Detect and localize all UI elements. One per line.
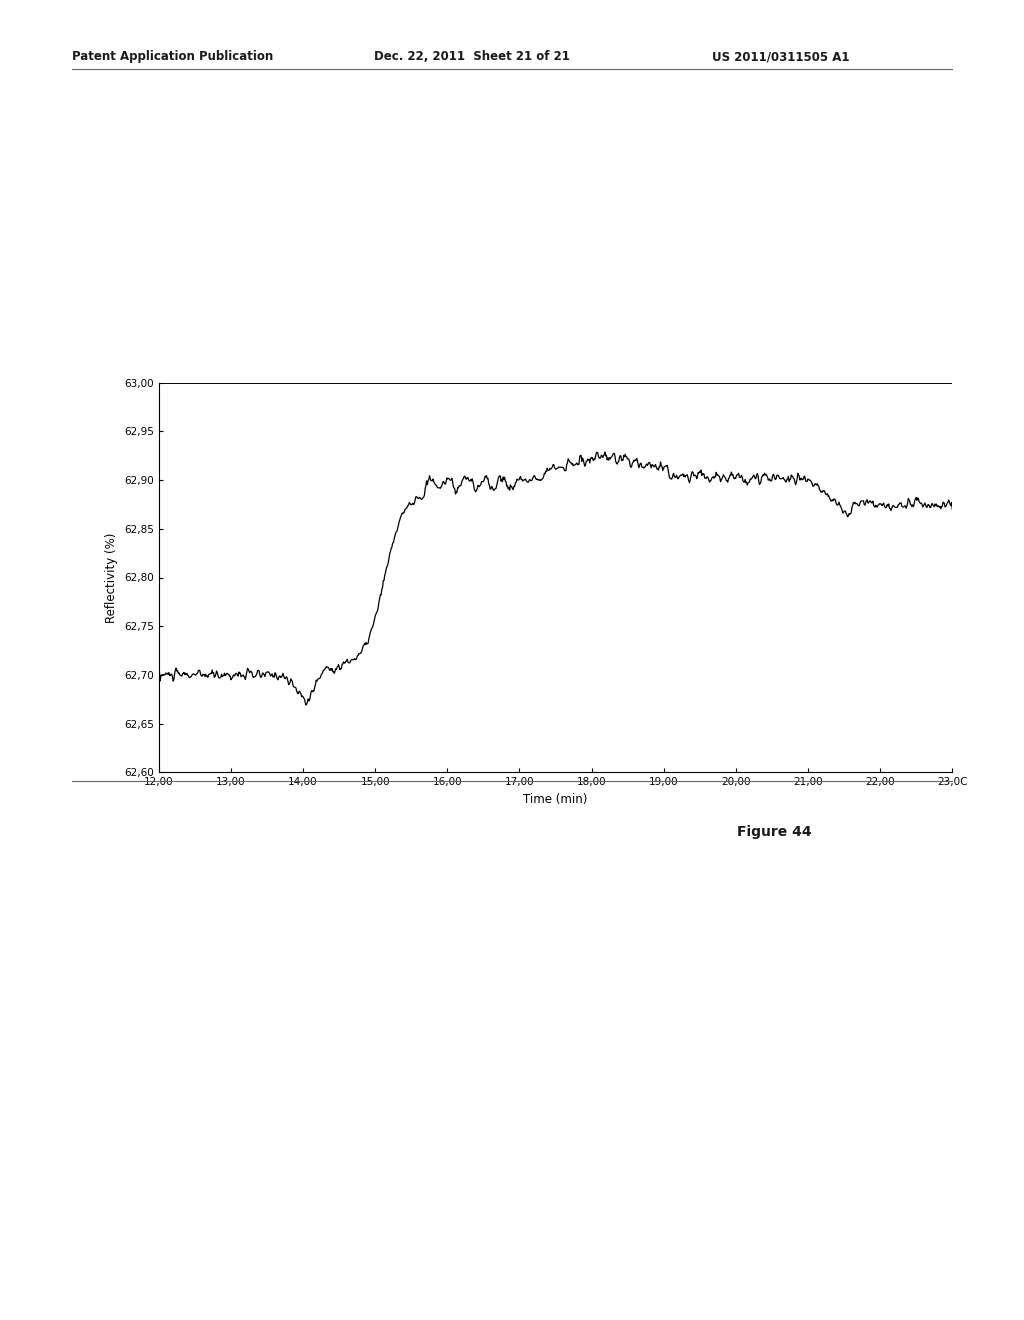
- Text: US 2011/0311505 A1: US 2011/0311505 A1: [712, 50, 849, 63]
- X-axis label: Time (min): Time (min): [523, 792, 588, 805]
- Text: Figure 44: Figure 44: [737, 825, 812, 840]
- Text: Patent Application Publication: Patent Application Publication: [72, 50, 273, 63]
- Text: Dec. 22, 2011  Sheet 21 of 21: Dec. 22, 2011 Sheet 21 of 21: [374, 50, 569, 63]
- Y-axis label: Reflectivity (%): Reflectivity (%): [105, 532, 119, 623]
